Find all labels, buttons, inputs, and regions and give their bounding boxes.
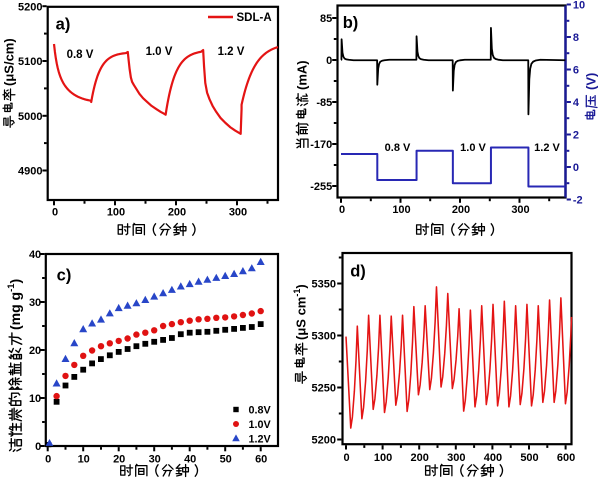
svg-text:10: 10 [78,454,90,466]
svg-text:100: 100 [107,207,125,219]
svg-text:5350: 5350 [312,279,336,291]
svg-text:2: 2 [573,130,579,142]
svg-text:-255: -255 [310,181,332,193]
svg-text:40: 40 [184,454,196,466]
svg-text:300: 300 [511,204,529,216]
svg-text:5250: 5250 [312,383,336,395]
svg-text:10: 10 [29,393,41,405]
svg-text:1.2 V: 1.2 V [218,46,245,58]
svg-text:1.0V: 1.0V [249,419,272,431]
svg-text:5300: 5300 [312,331,336,343]
svg-text:1.0 V: 1.0 V [460,142,486,154]
svg-text:30: 30 [149,454,161,466]
svg-text:1.0 V: 1.0 V [146,46,173,58]
svg-text:200: 200 [411,452,429,464]
svg-text:100: 100 [374,452,392,464]
svg-text:1.2V: 1.2V [249,434,272,446]
svg-text:b): b) [343,14,359,32]
svg-text:-2: -2 [573,195,583,207]
svg-text:5100: 5100 [18,56,42,68]
svg-text:0: 0 [573,162,579,174]
svg-text:0: 0 [35,441,41,453]
svg-text:4: 4 [573,97,580,109]
svg-text:300: 300 [447,452,465,464]
svg-text:6: 6 [573,65,579,77]
svg-text:100: 100 [392,204,410,216]
svg-text:500: 500 [520,452,538,464]
svg-text:c): c) [57,267,72,285]
svg-text:200: 200 [452,204,470,216]
svg-text:0.8 V: 0.8 V [385,142,411,154]
svg-text:SDL-A: SDL-A [237,12,272,24]
svg-text:200: 200 [168,207,186,219]
svg-text:5200: 5200 [18,1,42,13]
svg-text:60: 60 [255,454,267,466]
svg-text:(V): (V) [584,73,599,90]
svg-text:1.2 V: 1.2 V [534,142,560,154]
svg-text:0: 0 [52,207,58,219]
svg-text:0.8V: 0.8V [249,405,272,417]
svg-text:30: 30 [29,297,41,309]
svg-text:5000: 5000 [18,111,42,123]
svg-text:(mA): (mA) [295,60,310,90]
svg-text:300: 300 [229,207,247,219]
svg-text:20: 20 [113,454,125,466]
svg-text:600: 600 [557,452,575,464]
svg-text:-85: -85 [316,97,332,109]
svg-text:40: 40 [29,249,41,261]
svg-text:(μS cm-1): (μS cm-1) [292,284,309,340]
svg-text:0: 0 [45,454,51,466]
svg-text:a): a) [56,15,71,33]
svg-text:d): d) [350,263,366,281]
svg-text:4900: 4900 [18,166,42,178]
svg-text:0: 0 [339,204,345,216]
svg-text:50: 50 [220,454,232,466]
svg-text:0.8 V: 0.8 V [67,49,94,61]
svg-text:20: 20 [29,345,41,357]
svg-text:10: 10 [573,0,585,12]
svg-text:85: 85 [320,13,332,25]
svg-text:8: 8 [573,32,579,44]
svg-text:400: 400 [484,452,502,464]
svg-text:5200: 5200 [312,435,336,447]
svg-text:(μS/cm): (μS/cm) [1,38,16,86]
svg-text:-170: -170 [310,139,332,151]
svg-text:0: 0 [326,55,332,67]
svg-text:0: 0 [343,452,349,464]
